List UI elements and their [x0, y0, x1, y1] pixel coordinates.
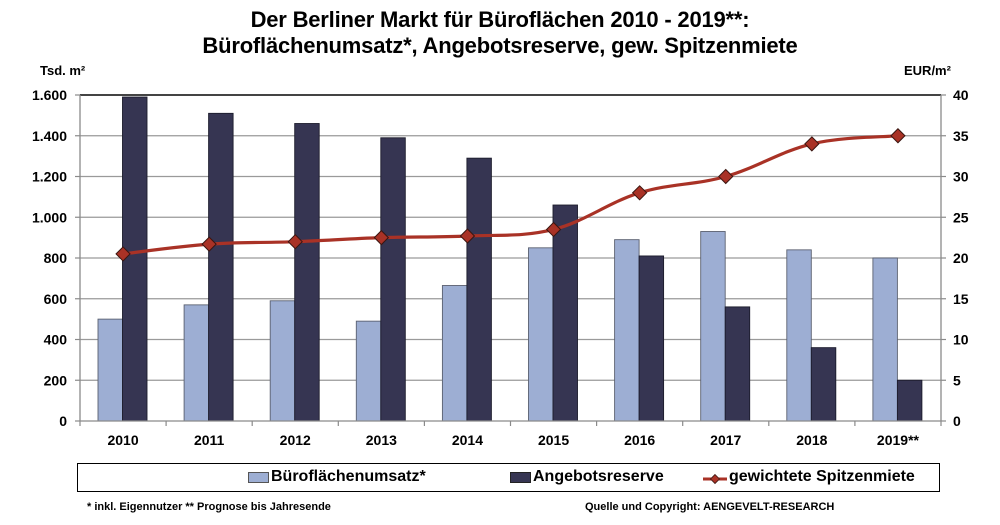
bar-angebotsreserve [294, 123, 320, 422]
spitzenmiete-marker [201, 236, 217, 252]
legend-swatch-line-diamond-icon [703, 471, 727, 485]
y-left-tick-label: 1.200 [32, 169, 67, 185]
legend-label: gewichtete Spitzenmiete [729, 468, 915, 485]
y-right-tick-label: 40 [953, 87, 969, 103]
spitzenmiete-marker [890, 128, 906, 144]
legend-item-spitzenmiete: gewichtete Spitzenmiete [703, 467, 915, 487]
bar-angebotsreserve [122, 96, 148, 422]
y-right-tick-label: 10 [953, 332, 969, 348]
bar-angebotsreserve [208, 112, 234, 422]
left-axis-unit-label: Tsd. m² [40, 63, 86, 78]
x-tick-label: 2014 [452, 432, 483, 448]
right-axis-unit-label: EUR/m² [904, 63, 951, 78]
bar-bueroflaechenumsatz [786, 249, 812, 422]
bar-bueroflaechenumsatz [872, 257, 898, 422]
x-tick-label: 2019** [877, 432, 920, 448]
y-left-tick-label: 0 [59, 413, 67, 429]
legend-label: Büroflächenumsatz* [271, 468, 426, 485]
chart-subtitle: Büroflächenumsatz*, Angebotsreserve, gew… [202, 33, 798, 58]
spitzenmiete-line [122, 134, 899, 256]
bar-bueroflaechenumsatz [355, 320, 382, 422]
y-right-tick-label: 35 [953, 128, 969, 144]
y-right-tick-label: 25 [953, 209, 969, 225]
y-left-tick-label: 600 [44, 291, 68, 307]
bar-bueroflaechenumsatz [528, 247, 554, 422]
bar-angebotsreserve [552, 204, 578, 422]
bar-bueroflaechenumsatz [614, 239, 640, 422]
bar-angebotsreserve [466, 157, 492, 422]
y-right-tick-label: 5 [953, 372, 961, 388]
x-tick-label: 2015 [538, 432, 569, 448]
y-left-tick-label: 1.600 [32, 87, 67, 103]
y-right-tick-label: 15 [953, 291, 969, 307]
legend-item-angebotsreserve: Angebotsreserve [510, 467, 664, 487]
x-tick-label: 2017 [710, 432, 741, 448]
bar-angebotsreserve [896, 379, 923, 422]
spitzenmiete-marker [804, 136, 820, 152]
bar-bueroflaechenumsatz [441, 285, 468, 422]
x-tick-label: 2016 [624, 432, 655, 448]
legend-swatch-dark-bar [510, 471, 531, 483]
y-right-tick-label: 30 [953, 169, 969, 185]
bars [97, 96, 923, 422]
x-tick-label: 2012 [280, 432, 311, 448]
spitzenmiete-marker [373, 229, 390, 246]
spitzenmiete-marker [545, 221, 562, 238]
combo-chart: 0 200 400 600 800 1.000 1.200 1.400 1.600 0 5 10 15 2… [32, 87, 969, 448]
bar-bueroflaechenumsatz [97, 318, 123, 422]
spitzenmiete-marker [115, 246, 131, 262]
footnote: * inkl. Eigennutzer ** Prognose bis Jahr… [87, 501, 331, 513]
bar-angebotsreserve [380, 137, 406, 422]
y-left-tick-label: 200 [44, 372, 68, 388]
bar-bueroflaechenumsatz [269, 300, 296, 422]
bar-bueroflaechenumsatz [700, 231, 726, 422]
chart-title: Der Berliner Markt für Büroflächen 2010 … [250, 7, 750, 32]
bar-angebotsreserve [724, 306, 751, 422]
legend: Büroflächenumsatz* Angebotsreserve gewic… [77, 463, 940, 492]
spitzenmiete-marker [459, 228, 476, 244]
rent-line [115, 128, 906, 262]
x-tick-label: 2013 [366, 432, 397, 448]
legend-label: Angebotsreserve [533, 468, 664, 485]
bar-angebotsreserve [638, 255, 665, 422]
axes [75, 94, 946, 426]
spitzenmiete-marker [718, 168, 734, 185]
y-right-tick-label: 20 [953, 250, 969, 266]
x-tick-label: 2018 [796, 432, 827, 448]
legend-swatch-light-bar [248, 471, 269, 483]
y-left-tick-label: 400 [44, 332, 68, 348]
y-right-tick-label: 0 [953, 413, 961, 429]
bar-bueroflaechenumsatz [183, 304, 210, 422]
tick-labels: 0 200 400 600 800 1.000 1.200 1.400 1.600 0 5 10 15 2… [32, 87, 969, 448]
x-tick-label: 2011 [194, 432, 225, 448]
y-left-tick-label: 800 [44, 250, 68, 266]
spitzenmiete-marker [287, 233, 303, 250]
y-left-tick-label: 1.000 [32, 209, 67, 225]
y-left-tick-label: 1.400 [32, 128, 67, 144]
legend-item-bueroflaechenumsatz: Büroflächenumsatz* [248, 467, 426, 487]
bar-angebotsreserve [810, 347, 837, 422]
spitzenmiete-marker [631, 185, 648, 201]
x-tick-label: 2010 [107, 432, 138, 448]
source-credit: Quelle und Copyright: AENGEVELT-RESEARCH [585, 501, 835, 513]
